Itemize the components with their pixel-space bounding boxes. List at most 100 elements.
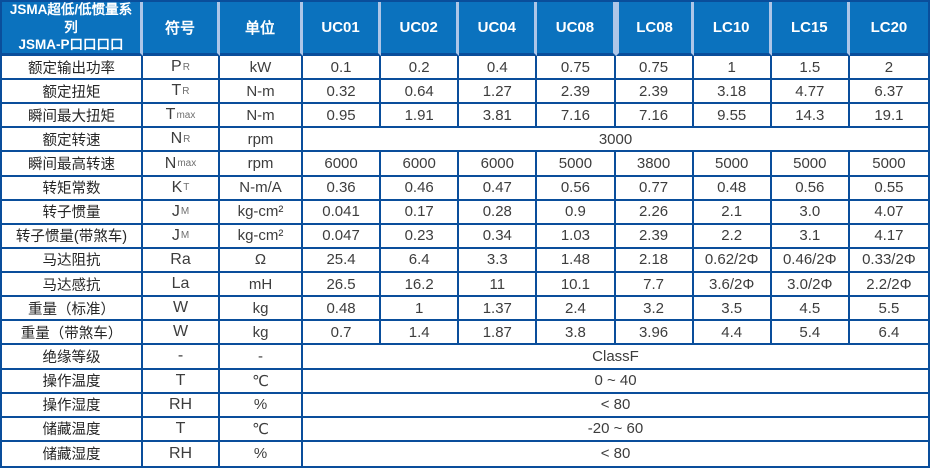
symbol-cell: W [143,321,220,346]
value-cell: 5000 [771,152,850,177]
row-label: 额定扭矩 [2,80,143,105]
value-cell: 14.3 [771,104,850,129]
symbol-cell: La [143,273,220,298]
value-cell: 0.56 [537,176,616,201]
value-cell: 0.1 [303,56,382,81]
value-cell: 1.91 [381,104,460,129]
value-cell: 0.041 [303,200,382,225]
symbol-cell: W [143,297,220,322]
value-cell: 2.18 [615,248,694,274]
value-cell: 0.4 [459,56,538,81]
value-cell: 3.3 [459,248,538,274]
value-cell: 0.23 [381,224,460,249]
unit-cell: rpm [220,128,303,153]
value-cell: 6.37 [849,80,928,105]
merged-value-cell: 0 ~ 40 [303,369,928,394]
value-cell: 4.07 [849,200,928,225]
model-column-header-uc08: UC08 [537,2,616,56]
symbol-column-header: 符号 [143,2,220,56]
unit-cell: ℃ [220,417,303,442]
value-cell: 1.27 [459,80,538,105]
value-cell: 0.32 [303,80,382,105]
value-cell: 6000 [303,152,382,177]
value-cell: 0.48 [693,176,772,201]
unit-cell: % [220,441,303,466]
unit-cell: rpm [220,152,303,177]
symbol-cell: - [143,345,220,370]
value-cell: 0.95 [303,104,382,129]
value-cell: 6000 [381,152,460,177]
row-label: 储藏温度 [2,417,143,442]
value-cell: 0.64 [381,80,460,105]
value-cell: 0.75 [615,56,694,81]
value-cell: 5000 [537,152,616,177]
row-label: 操作温度 [2,369,143,394]
value-cell: 0.46 [381,176,460,201]
row-label: 转矩常数 [2,176,143,201]
symbol-cell: RH [143,393,220,418]
value-cell: 11 [459,273,538,298]
value-cell: 0.56 [771,176,850,201]
value-cell: 0.75 [537,56,616,81]
model-column-header-lc15: LC15 [771,2,850,56]
value-cell: 2.2/2Φ [849,273,928,298]
model-column-header-lc20: LC20 [849,2,928,56]
unit-column-header: 单位 [220,2,303,56]
unit-cell: % [220,393,303,418]
value-cell: 26.5 [303,273,382,298]
value-cell: 2.1 [693,200,772,225]
value-cell: 3.96 [615,321,694,346]
merged-value-cell: < 80 [303,393,928,418]
table-title-line2: JSMA-P口口口口 [18,37,124,53]
value-cell: 0.7 [303,321,382,346]
symbol-cell: T [143,417,220,442]
merged-value-cell: < 80 [303,441,928,466]
value-cell: 0.34 [459,224,538,249]
model-column-header-uc04: UC04 [459,2,538,56]
unit-cell: N-m/A [220,176,303,201]
symbol-cell: Ra [143,248,220,274]
row-label: 绝缘等级 [2,345,143,370]
value-cell: 3.18 [693,80,772,105]
value-cell: 2.26 [615,200,694,225]
symbol-cell: RH [143,441,220,466]
value-cell: 3.0 [771,200,850,225]
model-column-header-lc08: LC08 [615,2,694,56]
value-cell: 2.39 [537,80,616,105]
value-cell: 4.5 [771,297,850,322]
value-cell: 3.81 [459,104,538,129]
value-cell: 7.7 [615,273,694,298]
unit-cell: N-m [220,80,303,105]
value-cell: 6.4 [849,321,928,346]
value-cell: 0.047 [303,224,382,249]
value-cell: 9.55 [693,104,772,129]
table-title: JSMA超低/低惯量系列 JSMA-P口口口口 [2,2,143,56]
row-label: 瞬间最大扭矩 [2,104,143,129]
value-cell: 4.17 [849,224,928,249]
value-cell: 2 [849,56,928,81]
value-cell: 6.4 [381,248,460,274]
value-cell: 1.5 [771,56,850,81]
value-cell: 2.39 [615,80,694,105]
value-cell: 1 [693,56,772,81]
value-cell: 5.4 [771,321,850,346]
row-label: 额定输出功率 [2,56,143,81]
value-cell: 0.9 [537,200,616,225]
value-cell: 19.1 [849,104,928,129]
value-cell: 6000 [459,152,538,177]
value-cell: 0.47 [459,176,538,201]
value-cell: 2.39 [615,224,694,249]
value-cell: 3.1 [771,224,850,249]
value-cell: 0.46/2Φ [771,248,850,274]
unit-cell: N-m [220,104,303,129]
table-title-line1: JSMA超低/低惯量系列 [9,2,133,35]
model-column-header-uc01: UC01 [303,2,382,56]
value-cell: 0.77 [615,176,694,201]
model-column-header-lc10: LC10 [693,2,772,56]
unit-cell: mH [220,273,303,298]
unit-cell: kg [220,297,303,322]
